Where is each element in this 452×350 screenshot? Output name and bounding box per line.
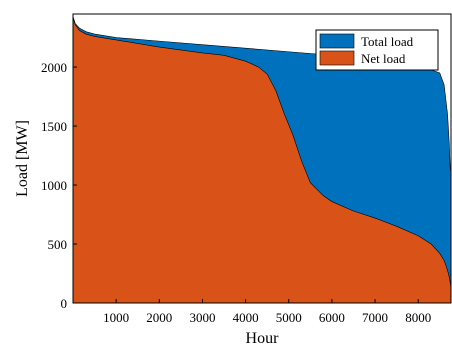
y-tick-label: 2000 <box>41 60 67 75</box>
plot-frame <box>72 13 452 304</box>
area-layer <box>72 16 452 304</box>
legend: Total load Net load <box>315 29 439 71</box>
x-tick-label: 8000 <box>405 310 431 325</box>
legend-swatch-net-load <box>319 50 355 66</box>
legend-swatch-total-load <box>319 33 355 49</box>
x-axis-label: Hour <box>246 330 280 347</box>
legend-label-total-load: Total load <box>361 34 414 49</box>
y-tick-label: 1000 <box>41 178 67 193</box>
x-tick-label: 4000 <box>233 310 259 325</box>
y-tick-label: 1500 <box>41 119 67 134</box>
y-axis-label: Load [MW] <box>14 120 31 197</box>
y-tick-label: 500 <box>48 237 68 252</box>
x-tick-label: 7000 <box>362 310 388 325</box>
x-axis-ticks: 1000 2000 3000 4000 5000 6000 7000 8000 <box>103 299 431 325</box>
x-tick-label: 2000 <box>146 310 172 325</box>
area-net-load <box>72 17 452 304</box>
y-tick-label: 0 <box>61 296 68 311</box>
legend-label-net-load: Net load <box>361 51 406 66</box>
y-axis-ticks: 0 500 1000 1500 2000 <box>41 60 77 311</box>
x-tick-label: 5000 <box>276 310 302 325</box>
x-tick-label: 1000 <box>103 310 129 325</box>
x-tick-label: 6000 <box>319 310 345 325</box>
x-tick-label: 3000 <box>189 310 215 325</box>
